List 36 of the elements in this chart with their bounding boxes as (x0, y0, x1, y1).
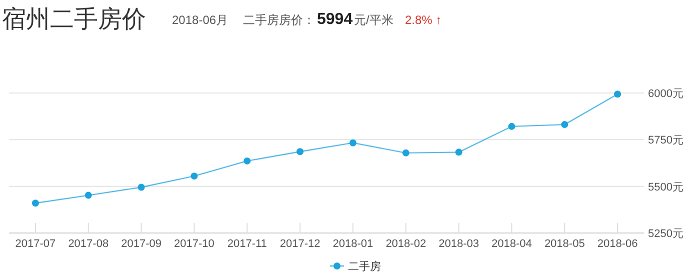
point (349, 139, 356, 146)
point (508, 122, 516, 130)
x-tick-label: 2018-03 (438, 238, 479, 250)
x-tick-label: 2018-05 (544, 238, 585, 250)
point (402, 149, 410, 156)
x-tick-label: 2017-07 (15, 238, 56, 250)
point (244, 157, 251, 164)
x-tick-label: 2018-04 (492, 238, 532, 250)
y-tick-label: 5750元 (648, 134, 684, 147)
x-tick-label: 2018-06 (597, 238, 638, 250)
x-tick-label: 2017-09 (121, 238, 162, 250)
text: 元/平米 (354, 13, 394, 27)
legend: 二手房 (330, 261, 381, 273)
text: 2.8% ↑ (405, 13, 442, 27)
y-tick-label: 5250元 (648, 228, 684, 240)
text: 二手房房价： (243, 13, 315, 27)
x-tick-label: 2017-10 (174, 238, 214, 250)
x-tick-label: 2017-08 (68, 238, 109, 250)
chart-subtitle: 2018-06月 (172, 13, 228, 27)
x-tick-label: 2018-01 (332, 238, 374, 250)
x-tick-label: 2017-12 (280, 238, 320, 250)
y-tick-label: 6000元 (648, 88, 684, 100)
title: 宿州二手房价 (2, 6, 146, 33)
point (138, 184, 145, 191)
legend-label: 二手房 (348, 260, 381, 273)
x-tick-label: 2017-11 (227, 238, 267, 250)
point (190, 172, 198, 180)
x-tick-label: 2018-02 (386, 238, 426, 250)
point (84, 192, 92, 199)
point (296, 148, 304, 156)
point (561, 121, 568, 128)
point (614, 90, 622, 98)
text: 5994 (317, 11, 353, 28)
point (32, 200, 39, 207)
point (455, 148, 462, 156)
y-tick-label: 5500元 (648, 181, 684, 194)
